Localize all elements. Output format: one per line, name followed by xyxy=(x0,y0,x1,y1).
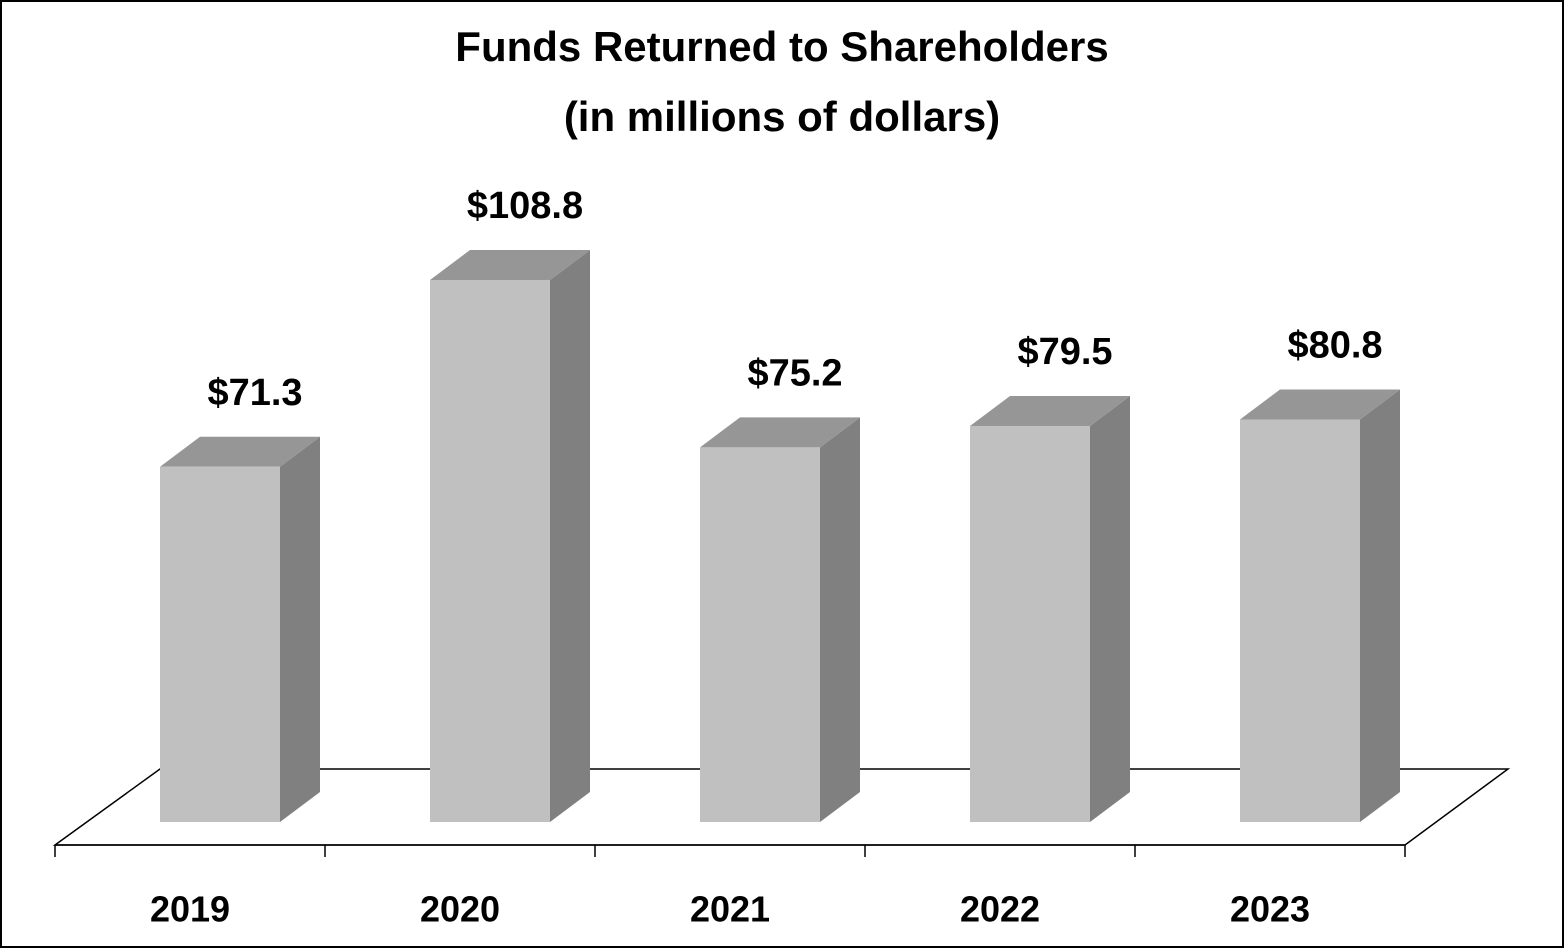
bar-side xyxy=(1090,395,1130,822)
bar-top xyxy=(1240,389,1400,420)
bar-side xyxy=(1360,389,1400,822)
data-label: $108.8 xyxy=(467,185,583,227)
chart-subtitle: (in millions of dollars) xyxy=(564,93,1000,140)
bar-top xyxy=(700,417,860,448)
bar xyxy=(430,280,550,822)
bar xyxy=(700,447,820,822)
x-tick-label: 2019 xyxy=(150,889,230,930)
chart-title: Funds Returned to Shareholders xyxy=(455,23,1108,70)
x-tick-label: 2023 xyxy=(1230,889,1310,930)
data-label: $79.5 xyxy=(1017,331,1112,373)
data-label: $71.3 xyxy=(207,372,302,414)
data-label: $80.8 xyxy=(1287,325,1382,367)
bar-side xyxy=(280,436,320,822)
bar-top xyxy=(160,436,320,467)
x-tick-label: 2022 xyxy=(960,889,1040,930)
bar xyxy=(160,466,280,822)
x-tick-label: 2020 xyxy=(420,889,500,930)
x-tick-label: 2021 xyxy=(690,889,770,930)
bar-top xyxy=(430,250,590,280)
bar xyxy=(1240,419,1360,822)
bar xyxy=(970,425,1090,822)
data-label: $75.2 xyxy=(747,352,842,394)
bar-top xyxy=(970,395,1130,426)
bar-side xyxy=(550,250,590,822)
bar-side xyxy=(820,417,860,822)
